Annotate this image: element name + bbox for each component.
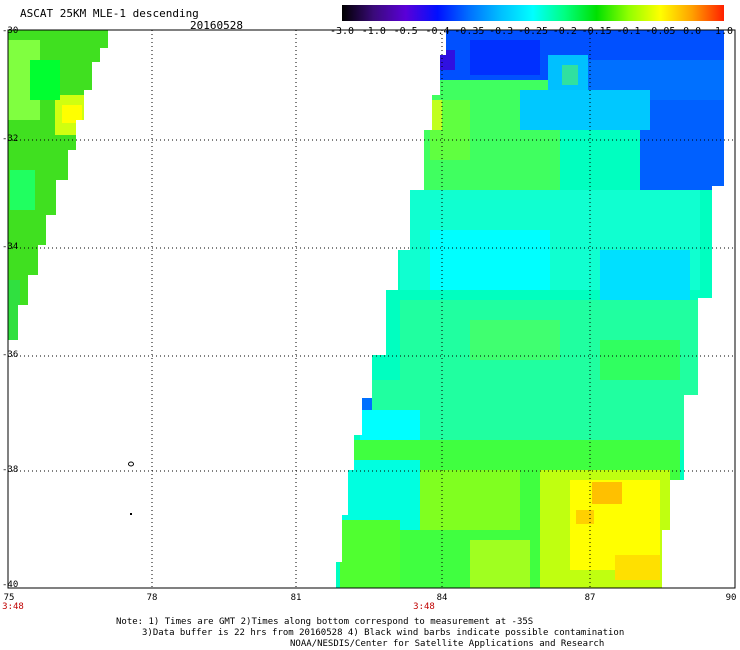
colorbar-tick-label: -0.15 xyxy=(581,26,612,37)
product-title: ASCAT 25KM MLE-1 descending xyxy=(20,7,199,20)
colorbar xyxy=(342,5,724,21)
colorbar-tick-label: -0.2 xyxy=(552,26,577,37)
lat-label: -32 xyxy=(2,134,19,144)
note-line-2: 3)Data buffer is 22 hrs from 20160528 4)… xyxy=(142,628,625,638)
lon-label: 90 xyxy=(725,593,737,603)
lat-lon-grid xyxy=(8,30,735,588)
lon-label: 87 xyxy=(584,593,596,603)
colorbar-tick-label: -0.35 xyxy=(454,26,485,37)
colorbar-tick-label: -0.1 xyxy=(616,26,641,37)
lon-label: 81 xyxy=(290,593,302,603)
colorbar-tick-label: 1.0 xyxy=(714,26,734,37)
note-line-3: NOAA/NESDIS/Center for Satellite Applica… xyxy=(290,639,605,649)
product-date: 20160528 xyxy=(190,19,243,32)
colorbar-tick-label: -0.25 xyxy=(517,26,549,37)
lat-label: -36 xyxy=(2,350,19,360)
colorbar-tick-label: -1.0 xyxy=(361,26,386,37)
note-line-1: Note: 1) Times are GMT 2)Times along bot… xyxy=(116,617,534,627)
time-label: 3:48 xyxy=(413,602,435,612)
colorbar-tick-label: -3.0 xyxy=(329,26,355,37)
left-swath xyxy=(8,30,108,340)
colorbar-tick-label: -0.4 xyxy=(425,26,450,37)
lon-label: 84 xyxy=(436,593,448,603)
colorbar-tick-label: -0.05 xyxy=(645,26,676,37)
colorbar-tick-label: 0.0 xyxy=(683,26,702,37)
lat-label: -30 xyxy=(2,26,19,36)
lat-label: -38 xyxy=(2,465,19,475)
island-mark-small xyxy=(130,513,132,515)
colorbar-tick-label: -0.3 xyxy=(489,26,514,37)
time-label: 3:48 xyxy=(2,602,24,612)
island-mark xyxy=(128,461,134,467)
lat-label: -40 xyxy=(2,580,19,590)
lon-label: 78 xyxy=(146,593,158,603)
map-frame xyxy=(7,29,736,589)
colorbar-tick-label: -0.5 xyxy=(393,26,418,37)
right-swath xyxy=(336,30,724,588)
lon-label: 75 xyxy=(3,593,15,603)
lat-label: -34 xyxy=(2,242,19,252)
